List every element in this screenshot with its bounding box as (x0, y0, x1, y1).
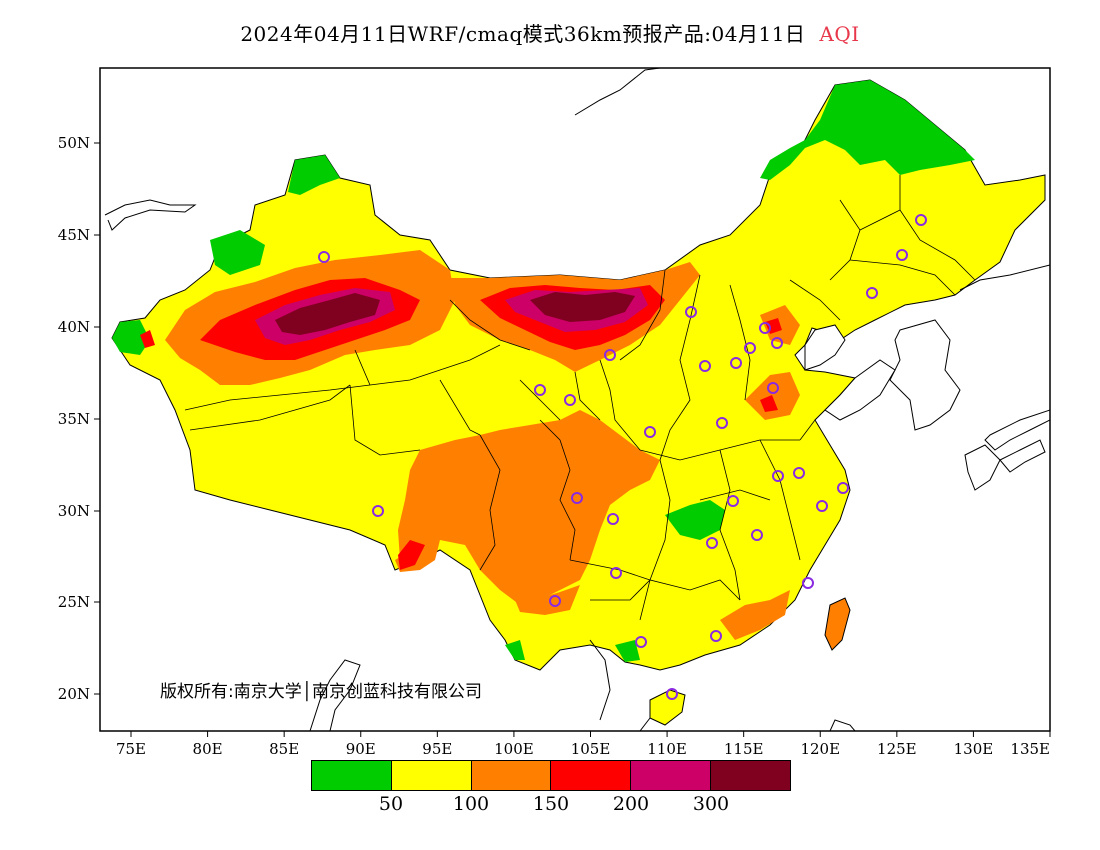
good-region-far-west (112, 320, 150, 355)
orange-region-shandong (745, 372, 800, 420)
province-boundaries (184, 175, 976, 621)
legend-label-300: 300 (692, 793, 730, 815)
station-marker (699, 360, 711, 372)
station-marker (372, 505, 384, 517)
station-marker (607, 513, 619, 525)
map-frame (99, 67, 1051, 732)
station-marker (727, 495, 739, 507)
lon-tick-label: 85E (269, 740, 299, 758)
hazardous-region-inner-mongolia (530, 292, 635, 322)
station-markers (318, 214, 927, 700)
orange-region-tibet-east (398, 410, 660, 605)
red-region-sw (398, 540, 425, 570)
station-marker (318, 251, 330, 263)
lon-tick-label: 90E (346, 740, 376, 758)
station-marker (802, 577, 814, 589)
lat-tick-label: 25N (58, 593, 90, 611)
station-marker (837, 482, 849, 494)
lat-tick-label: 50N (58, 134, 90, 152)
station-marker (730, 357, 742, 369)
legend-label-150: 150 (532, 793, 570, 815)
good-region-north-xinjiang (288, 155, 340, 195)
lon-tick-label: 80E (193, 740, 223, 758)
station-marker (666, 688, 678, 700)
red-region-far-west (140, 330, 155, 348)
legend-label-50: 50 (378, 793, 404, 815)
station-marker (866, 287, 878, 299)
station-marker (710, 630, 722, 642)
lat-tick-label: 40N (58, 318, 90, 336)
legend-color-very-unhealthy (631, 761, 712, 790)
station-marker (685, 306, 697, 318)
good-region-central (665, 500, 725, 540)
lat-tick-label: 20N (58, 685, 90, 703)
station-marker (793, 467, 805, 479)
longitude-axis: 75E 80E 85E 90E 95E 100E 105E 110E 115E 120E 125E 1… (116, 731, 1051, 758)
lon-tick-label: 75E (116, 740, 146, 758)
station-marker (610, 567, 622, 579)
bohai-sea (804, 324, 846, 371)
station-marker (534, 384, 546, 396)
station-marker (706, 537, 718, 549)
station-marker (571, 492, 583, 504)
latitude-axis: 50N 45N 40N 35N 30N 25N 20N (58, 134, 100, 703)
station-marker (604, 349, 616, 361)
aqi-legend (311, 760, 791, 791)
station-marker (896, 249, 908, 261)
red-region-shandong (760, 395, 778, 412)
hazardous-region-xinjiang (275, 293, 380, 335)
lat-tick-label: 45N (58, 226, 90, 244)
station-marker (716, 417, 728, 429)
title-main: 2024年04月11日WRF/cmaq模式36km预报产品:04月11日 (240, 22, 806, 46)
legend-color-hazardous (711, 761, 790, 790)
copyright-text: 版权所有:南京大学│南京创蓝科技有限公司 (160, 681, 482, 702)
legend-label-200: 200 (612, 793, 650, 815)
lon-tick-label: 110E (647, 740, 687, 758)
legend-color-good (312, 761, 392, 790)
lon-tick-label: 115E (724, 740, 764, 758)
lon-tick-label: 120E (800, 740, 840, 758)
lon-tick-label: 95E (422, 740, 452, 758)
neighbor-coastlines (104, 68, 1050, 731)
station-marker (751, 529, 763, 541)
lat-tick-label: 30N (58, 502, 90, 520)
station-marker (744, 342, 756, 354)
legend-label-100: 100 (452, 793, 490, 815)
orange-region-guangxi (515, 585, 580, 615)
station-marker (771, 337, 783, 349)
lon-tick-label: 125E (877, 740, 917, 758)
station-marker (564, 394, 576, 406)
lat-tick-label: 35N (58, 410, 90, 428)
station-marker (644, 426, 656, 438)
legend-color-moderate (391, 761, 472, 790)
good-region-northeast (760, 80, 975, 180)
orange-region-taiwan (824, 597, 851, 651)
station-marker (549, 595, 561, 607)
station-marker (772, 470, 784, 482)
title-variable: AQI (819, 22, 860, 46)
good-region-yunnan (505, 640, 525, 660)
station-marker (767, 382, 779, 394)
station-marker (635, 636, 647, 648)
lon-tick-label: 130E (954, 740, 994, 758)
good-region-west-xinjiang (210, 230, 265, 275)
legend-color-unhealthy (551, 761, 632, 790)
orange-region-fujian (720, 590, 790, 640)
lon-tick-label: 135E (1010, 740, 1050, 758)
station-marker (816, 500, 828, 512)
station-marker (915, 214, 927, 226)
lon-tick-label: 100E (494, 740, 534, 758)
map-title: 2024年04月11日WRF/cmaq模式36km预报产品:04月11日 AQI (0, 18, 1100, 47)
legend-color-sensitive (471, 761, 552, 790)
lon-tick-label: 105E (571, 740, 611, 758)
good-region-south (615, 640, 640, 662)
station-marker (759, 322, 771, 334)
yellow-sea-coast (824, 359, 896, 421)
